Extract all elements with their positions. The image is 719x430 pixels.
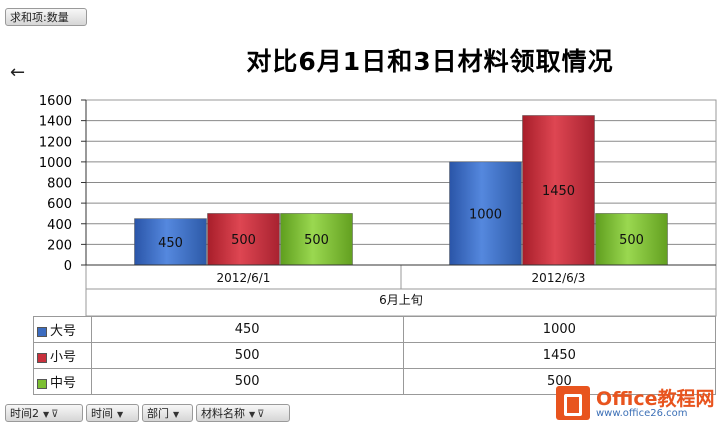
y-tick-label: 200 (47, 238, 72, 253)
y-tick-label: 1000 (39, 156, 72, 171)
gridlines (86, 99, 716, 266)
legend-entry: 小号 (33, 342, 92, 369)
filter-icon[interactable]: ⊽ (51, 409, 59, 420)
y-tick-label: 0 (64, 259, 72, 274)
legend-swatch (37, 326, 47, 337)
axes: 0 200 400 600 800 1000 1200 1400 1600 2012/6/1 201… (39, 94, 717, 317)
x-group-label: 6月上旬 (379, 293, 423, 307)
data-label: 1000 (469, 207, 502, 222)
legend-swatch (37, 378, 47, 389)
data-label: 500 (304, 233, 329, 248)
field-button-label: 时间2 (10, 407, 39, 420)
y-tick-label: 1200 (39, 135, 72, 150)
data-label: 1450 (542, 184, 575, 199)
watermark-url: www.office26.com (596, 408, 688, 419)
dropdown-arrow-icon[interactable]: ▼ (117, 410, 124, 419)
legend-swatch (37, 352, 47, 363)
data-table-cell: 1450 (402, 342, 717, 369)
data-table-cell: 500 (90, 368, 404, 395)
bar-小号-2012/6/3 (522, 115, 595, 266)
field-button-3[interactable]: 材料名称 ▼ ⊽ (196, 404, 290, 422)
legend-series-name: 大号 (50, 324, 77, 339)
bar-大号-2012/6/3 (449, 161, 522, 266)
legend-entry: 中号 (33, 368, 92, 395)
data-table-row: 大号 450 1000 (33, 316, 717, 343)
field-button-label: 时间 (91, 407, 113, 420)
field-button-label: 部门 (147, 407, 169, 420)
watermark-title: Office教程网 (596, 388, 715, 410)
filter-icon[interactable]: ⊽ (257, 409, 265, 420)
y-tick-label: 1600 (39, 94, 72, 109)
y-tick-label: 400 (47, 218, 72, 233)
bar-小号-2012/6/1 (207, 213, 280, 266)
chart-title: 对比6月1日和3日材料领取情况 (246, 47, 614, 76)
site-watermark: Office教程网 www.office26.com (556, 384, 716, 428)
data-label: 450 (158, 236, 183, 251)
data-table-cell: 1000 (402, 316, 717, 343)
field-button-0[interactable]: 时间2 ▼ ⊽ (5, 404, 83, 422)
plot-frame (85, 99, 717, 317)
field-button-2[interactable]: 部门 ▼ (142, 404, 193, 422)
values-field-button[interactable]: 求和项:数量 (5, 8, 87, 26)
data-label: 500 (231, 233, 256, 248)
data-table-cell: 450 (90, 316, 404, 343)
dropdown-arrow-icon[interactable]: ▼ (249, 410, 256, 419)
data-table-row: 小号 500 1450 (33, 342, 717, 369)
data-table-row: 中号 500 500 (33, 368, 717, 395)
data-table: 大号 450 1000 小号 500 1450 中号 500 500 (33, 316, 717, 395)
back-arrow-icon: ← (10, 62, 26, 83)
bar-大号-2012/6/1 (134, 218, 207, 266)
legend-entry: 大号 (33, 316, 92, 343)
data-table-cell: 500 (90, 342, 404, 369)
x-category-label: 2012/6/3 (532, 271, 586, 285)
x-category-label: 2012/6/1 (217, 271, 271, 285)
y-tick-label: 600 (47, 197, 72, 212)
bars (134, 115, 668, 266)
bar-中号-2012/6/1 (280, 213, 353, 266)
data-label: 500 (619, 233, 644, 248)
office-logo-icon (556, 386, 590, 420)
dropdown-arrow-icon[interactable]: ▼ (173, 410, 180, 419)
legend-series-name: 小号 (50, 350, 77, 365)
legend-series-name: 中号 (50, 376, 77, 391)
field-button-1[interactable]: 时间 ▼ (86, 404, 139, 422)
dropdown-arrow-icon[interactable]: ▼ (43, 410, 50, 419)
bar-中号-2012/6/3 (595, 213, 668, 266)
y-tick-label: 1400 (39, 115, 72, 130)
field-button-label: 材料名称 (201, 407, 245, 420)
data-labels: 450 500 500 1000 1450 500 (158, 184, 644, 251)
y-tick-label: 800 (47, 177, 72, 192)
